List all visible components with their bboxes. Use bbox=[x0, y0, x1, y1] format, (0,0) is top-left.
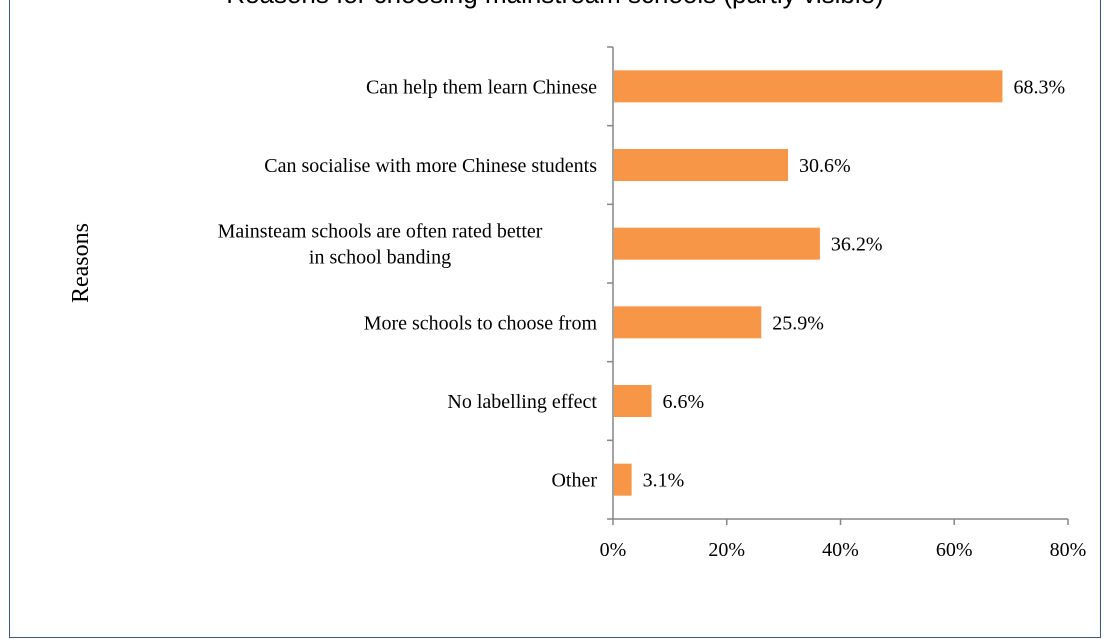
data-label: 25.9% bbox=[772, 312, 824, 334]
y-axis-title: Reasons bbox=[68, 223, 94, 303]
bar bbox=[614, 463, 632, 496]
category-label: Can help them learn Chinese bbox=[366, 76, 597, 98]
bar bbox=[614, 306, 762, 339]
x-tick-label: 0% bbox=[600, 539, 627, 561]
data-label: 6.6% bbox=[663, 391, 705, 413]
data-label: 3.1% bbox=[643, 470, 685, 492]
data-label: 36.2% bbox=[831, 234, 883, 256]
bar bbox=[614, 385, 652, 417]
bar bbox=[614, 70, 1003, 103]
x-tick-label: 20% bbox=[708, 539, 745, 561]
data-label: 68.3% bbox=[1013, 76, 1065, 98]
category-label: in school banding bbox=[309, 247, 451, 269]
category-label: Other bbox=[551, 470, 597, 492]
x-tick-label: 60% bbox=[936, 539, 973, 561]
bar-chart: 0% 20% 40% 60% 80% Can help them learn Chines… bbox=[68, 46, 1087, 561]
x-tick-label: 40% bbox=[822, 539, 859, 561]
x-tick-label: 80% bbox=[1050, 539, 1087, 561]
plot-area: 0% 20% 40% 60% 80% Can help them learn Chines… bbox=[68, 46, 1087, 561]
bar bbox=[614, 227, 820, 260]
data-label: 30.6% bbox=[799, 155, 851, 177]
bar bbox=[614, 149, 789, 181]
category-label: More schools to choose from bbox=[364, 312, 598, 334]
category-label: Can socialise with more Chinese students bbox=[264, 155, 597, 177]
category-label: No labelling effect bbox=[447, 391, 597, 413]
chart-frame: Reasons for choosing mainstream schools … bbox=[9, 0, 1101, 638]
chart-title: Reasons for choosing mainstream schools … bbox=[10, 0, 1100, 10]
category-label: Mainsteam schools are often rated better bbox=[218, 221, 543, 243]
